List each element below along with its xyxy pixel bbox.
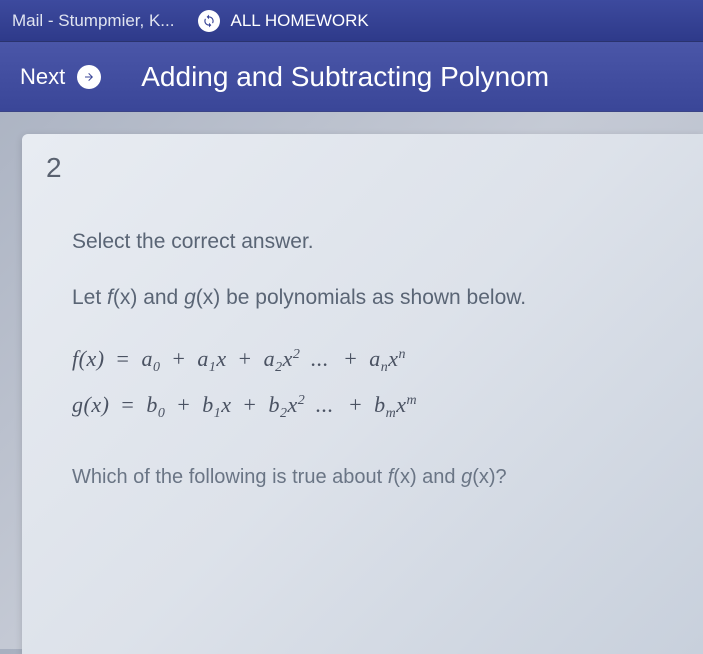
- arrow-right-icon: [77, 65, 101, 89]
- equations-block: f(x) = a0 + a1x + a2x2 ... + anxn g(x) =…: [72, 346, 653, 418]
- page-header: Next Adding and Subtracting Polynom: [0, 42, 703, 112]
- question-followup: Which of the following is true about f(x…: [72, 466, 653, 489]
- question-card: 2 Select the correct answer. Let f(x) an…: [22, 134, 703, 654]
- content-area: 2 Select the correct answer. Let f(x) an…: [0, 112, 703, 654]
- next-button-label: Next: [20, 64, 65, 90]
- question-instruction: Select the correct answer.: [72, 230, 653, 254]
- browser-tab-bar: Mail - Stumpmier, K... ALL HOMEWORK: [0, 0, 703, 42]
- tab-homework-label: ALL HOMEWORK: [230, 11, 368, 31]
- question-body: Select the correct answer. Let f(x) and …: [22, 198, 703, 509]
- equation-f: f(x) = a0 + a1x + a2x2 ... + anxn: [72, 346, 653, 372]
- tab-homework[interactable]: ALL HOMEWORK: [198, 10, 368, 32]
- page-title: Adding and Subtracting Polynom: [141, 61, 549, 93]
- question-number: 2: [22, 134, 86, 198]
- next-button[interactable]: Next: [20, 64, 101, 90]
- refresh-icon: [198, 10, 220, 32]
- question-description: Let f(x) and g(x) be polynomials as show…: [72, 286, 653, 310]
- equation-g: g(x) = b0 + b1x + b2x2 ... + bmxm: [72, 392, 653, 418]
- tab-mail[interactable]: Mail - Stumpmier, K...: [12, 11, 174, 31]
